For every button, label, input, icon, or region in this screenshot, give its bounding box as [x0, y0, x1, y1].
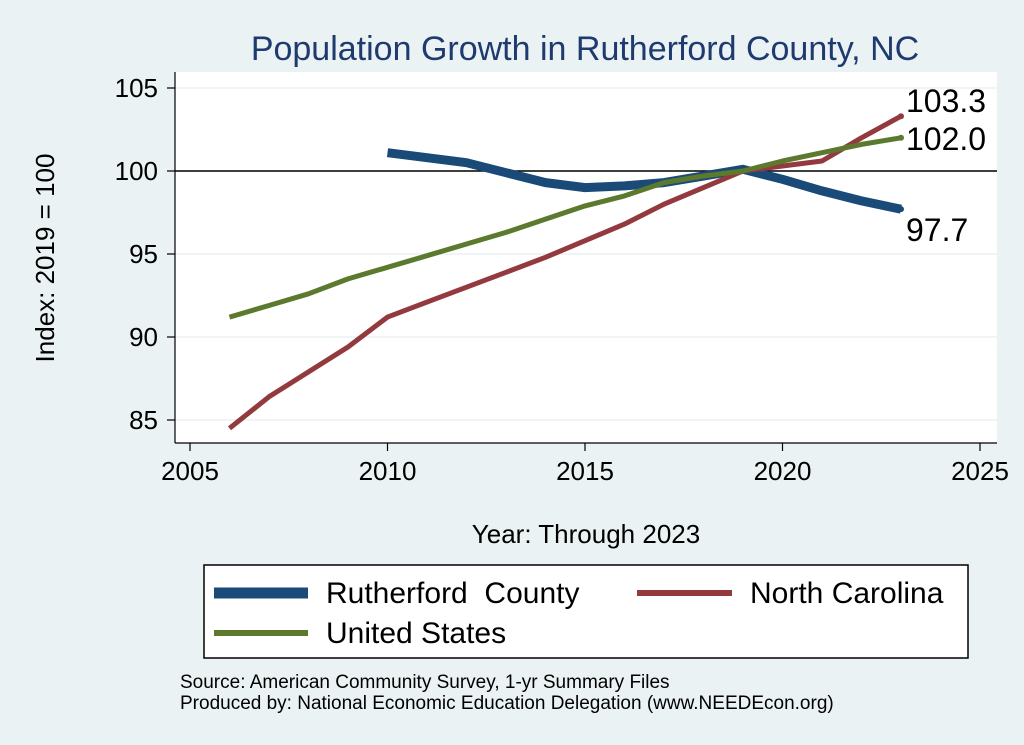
axes [174, 72, 997, 444]
y-tick-label-90: 90 [129, 322, 158, 352]
y-tick-label-105: 105 [115, 73, 158, 103]
end-label-north-carolina: 103.3 [906, 83, 986, 119]
series-line-rutherford-county [386, 148, 902, 214]
series-line-united-states [228, 135, 902, 320]
x-axis-label: Year: Through 2023 [472, 519, 700, 549]
y-ticks: 85 90 95 100 105 [115, 73, 175, 435]
x-tick-label-2025: 2025 [951, 456, 1009, 486]
y-tick-label-85: 85 [129, 405, 158, 435]
chart-title: Population Growth in Rutherford County, … [251, 30, 919, 68]
series-line-north-carolina [227, 114, 903, 431]
end-label-rutherford-county: 97.7 [906, 212, 968, 248]
y-tick-label-100: 100 [115, 156, 158, 186]
x-tick-label-2015: 2015 [556, 456, 614, 486]
end-point-rutherford-county [898, 206, 904, 213]
legend-label-united-states: United States [326, 617, 506, 650]
x-tick-label-2010: 2010 [359, 456, 417, 486]
legend: Rutherford County North Carolina United St… [203, 564, 969, 659]
plot-area [175, 72, 997, 443]
y-tick-label-95: 95 [129, 239, 158, 269]
legend-label-rutherford-county: Rutherford County [326, 577, 579, 610]
end-point-north-carolina [898, 113, 904, 120]
legend-items: Rutherford County North Carolina United St… [214, 577, 944, 650]
x-tick-label-2005: 2005 [161, 456, 219, 486]
legend-box [203, 564, 969, 659]
x-tick-label-2020: 2020 [754, 456, 812, 486]
x-ticks: 2005 2010 2015 2020 2025 [161, 443, 1009, 486]
end-label-united-states: 102.0 [906, 121, 986, 157]
source-line: Source: American Community Survey, 1-yr … [180, 672, 670, 693]
producer-line: Produced by: National Economic Education… [180, 693, 834, 714]
y-axis-label: Index: 2019 = 100 [30, 154, 60, 363]
end-point-united-states [898, 134, 904, 141]
legend-label-north-carolina: North Carolina [750, 577, 944, 610]
series-layer [227, 114, 903, 431]
